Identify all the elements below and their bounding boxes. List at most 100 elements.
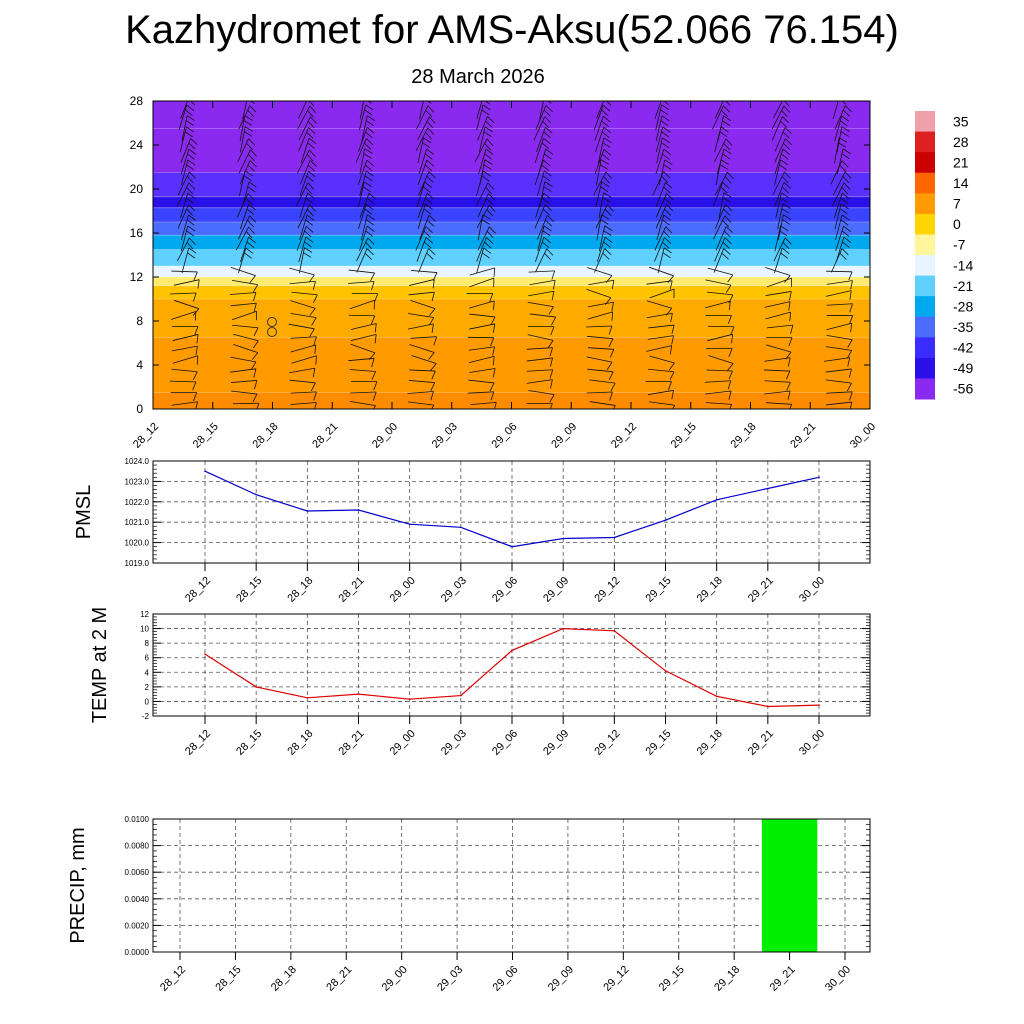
y-tick-label: 0.0020 xyxy=(125,921,150,930)
wind-barb-flag xyxy=(425,110,433,118)
wind-barb-flag xyxy=(608,371,614,381)
wind-barb-flag xyxy=(781,208,790,214)
y-tick-label: 1020.0 xyxy=(125,539,150,548)
y-tick-label: 0 xyxy=(136,402,143,416)
wind-barb-flag xyxy=(604,297,612,305)
wind-barb xyxy=(176,237,190,262)
x-tick-label: 29_18 xyxy=(695,728,725,758)
wind-barb-flag xyxy=(428,352,435,360)
y-tick-label: 8 xyxy=(136,314,143,328)
wind-barb xyxy=(836,148,844,175)
colorbar-swatch xyxy=(915,152,935,174)
data-point xyxy=(818,704,820,706)
x-tick-label: 29_09 xyxy=(541,575,571,605)
wind-barb xyxy=(240,237,249,262)
wind-barb xyxy=(349,369,376,372)
wind-barb-flag xyxy=(187,192,196,199)
wind-barb-flag xyxy=(184,131,193,138)
wind-barb-flag xyxy=(609,391,613,401)
wind-barb xyxy=(594,116,604,141)
wind-barb-flag xyxy=(308,127,316,134)
wind-barb-flag xyxy=(789,404,793,409)
wind-barb xyxy=(410,299,436,310)
wind-barb-flag xyxy=(186,230,195,237)
wind-barb-flag xyxy=(723,208,731,216)
wind-barb-flag xyxy=(788,337,793,347)
wind-barb-flag xyxy=(838,137,848,143)
wind-barb xyxy=(288,323,315,330)
x-tick-label: 28_12 xyxy=(183,575,213,605)
wind-barb xyxy=(479,159,486,186)
wind-barb-flag xyxy=(783,142,791,150)
wind-barb xyxy=(356,237,369,262)
wind-barb xyxy=(361,115,368,142)
wind-barb-flag xyxy=(427,127,435,135)
y-tick-label: 24 xyxy=(130,138,144,152)
wind-barb-flag xyxy=(662,241,670,249)
wind-barb-flag xyxy=(248,138,256,146)
wind-barb-flag xyxy=(484,241,492,249)
y-tick-label: 0.0000 xyxy=(125,948,150,957)
wind-barb xyxy=(833,192,843,219)
x-tick-label: 29_00 xyxy=(380,964,410,994)
wind-barb xyxy=(237,138,249,163)
wind-barb-flag xyxy=(488,204,496,213)
wind-barb xyxy=(299,192,308,219)
wind-barb-flag xyxy=(723,115,732,122)
wind-barb xyxy=(170,311,196,320)
wind-barb-flag xyxy=(600,219,609,225)
wind-barb-flag xyxy=(782,148,791,155)
wind-barb-flag xyxy=(431,370,436,380)
wind-barb-flag xyxy=(485,120,493,128)
wind-barb xyxy=(349,400,376,407)
wind-barb-flag xyxy=(246,142,253,150)
wind-barb-flag xyxy=(186,208,194,216)
wind-barb-flag xyxy=(602,115,611,123)
wind-barb-flag xyxy=(601,109,609,117)
wind-barb xyxy=(172,334,199,341)
wind-barb xyxy=(712,105,724,130)
wind-barb xyxy=(716,148,725,175)
wind-barb xyxy=(713,215,726,240)
wind-barb-flag xyxy=(312,281,316,291)
wind-barb-flag xyxy=(545,219,553,227)
plot-frame xyxy=(152,460,871,564)
wind-barb xyxy=(408,279,435,286)
wind-barb-flag xyxy=(193,271,198,281)
wind-barb-flag xyxy=(425,94,433,99)
wind-barb-flag xyxy=(187,252,196,259)
wind-barb-flag xyxy=(248,203,256,211)
colorbar-swatch xyxy=(915,172,935,194)
wind-barb-flag xyxy=(670,313,673,323)
wind-barb xyxy=(359,193,370,218)
wind-barb xyxy=(655,126,664,153)
wind-barb xyxy=(177,204,189,229)
x-tick-label: 29_00 xyxy=(370,421,400,451)
wind-barb-flag xyxy=(484,94,491,99)
wind-barb-flag xyxy=(250,149,257,157)
wind-barb-flag xyxy=(781,110,788,118)
wind-barb-flag xyxy=(197,279,200,289)
temperature-band xyxy=(153,266,870,277)
plot-frame xyxy=(152,613,871,717)
x-tick-label: 28_21 xyxy=(310,421,340,451)
wind-barb xyxy=(705,279,732,286)
wind-barb-flag xyxy=(785,351,792,360)
wind-barb xyxy=(655,104,662,131)
wind-barb xyxy=(598,192,604,219)
wind-barb-flag xyxy=(663,101,669,105)
wind-barb xyxy=(586,391,613,394)
wind-barb xyxy=(230,302,257,307)
wind-barb-flag xyxy=(430,363,437,371)
wind-barb-flag xyxy=(547,340,554,349)
x-tick-label: 29_00 xyxy=(388,575,418,605)
wind-barb xyxy=(539,181,546,208)
wind-barb xyxy=(231,390,258,395)
wind-barb-flag xyxy=(373,405,376,409)
colorbar-label: -7 xyxy=(953,237,966,253)
data-point xyxy=(460,526,462,529)
colorbar-label: -56 xyxy=(953,381,973,397)
wind-barb xyxy=(705,390,732,395)
wind-barb xyxy=(410,336,437,339)
wind-barb-flag xyxy=(248,226,255,235)
